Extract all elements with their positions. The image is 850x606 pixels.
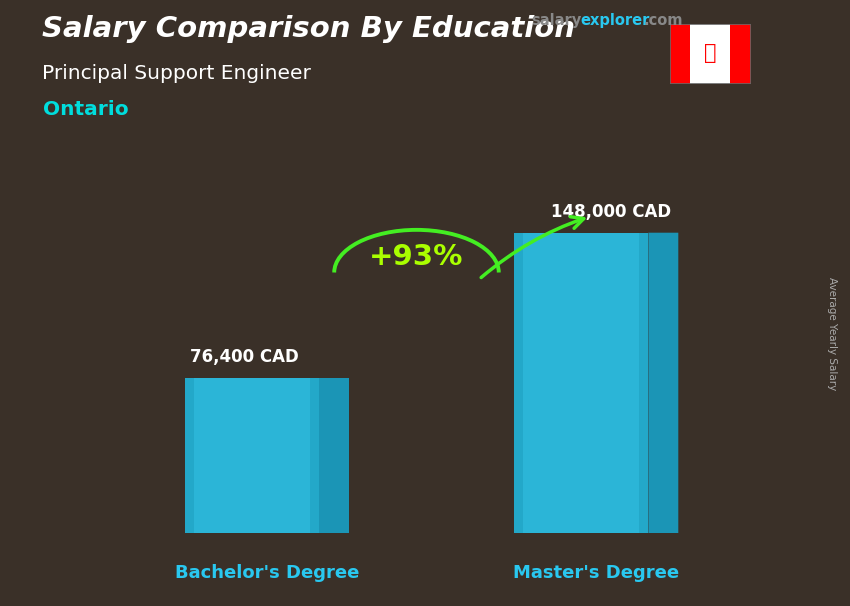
Text: 76,400 CAD: 76,400 CAD [190,348,299,366]
Polygon shape [639,233,649,533]
Text: Principal Support Engineer: Principal Support Engineer [42,64,311,82]
Text: 148,000 CAD: 148,000 CAD [551,202,671,221]
Polygon shape [690,24,730,84]
Text: +93%: +93% [369,243,464,271]
Polygon shape [649,233,678,533]
Polygon shape [670,24,690,84]
Text: .com: .com [643,13,683,28]
Text: salary: salary [531,13,581,28]
Polygon shape [513,233,649,533]
Polygon shape [310,378,320,533]
Text: Average Yearly Salary: Average Yearly Salary [827,277,837,390]
Text: Ontario: Ontario [42,100,128,119]
Polygon shape [184,378,194,533]
Text: Bachelor's Degree: Bachelor's Degree [175,564,359,582]
Polygon shape [513,233,523,533]
Text: Master's Degree: Master's Degree [513,564,679,582]
Text: Salary Comparison By Education: Salary Comparison By Education [42,15,575,43]
Text: 🍁: 🍁 [704,44,717,64]
Polygon shape [730,24,751,84]
Text: explorer: explorer [581,13,650,28]
Polygon shape [184,378,320,533]
Polygon shape [320,378,349,533]
